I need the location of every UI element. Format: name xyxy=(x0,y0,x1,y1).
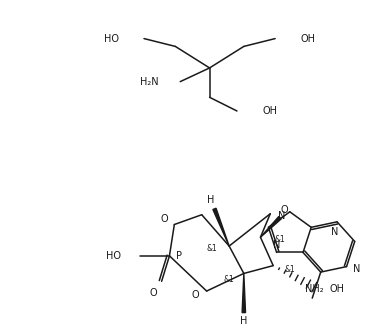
Text: OH: OH xyxy=(301,33,315,44)
Polygon shape xyxy=(242,274,245,313)
Text: &1: &1 xyxy=(274,235,285,244)
Text: OH: OH xyxy=(263,106,277,116)
Text: N: N xyxy=(278,211,286,221)
Text: &1: &1 xyxy=(223,275,234,284)
Text: N: N xyxy=(353,264,360,274)
Text: H: H xyxy=(240,317,247,326)
Text: &1: &1 xyxy=(207,243,217,253)
Polygon shape xyxy=(213,208,229,246)
Text: &1: &1 xyxy=(285,265,296,274)
Text: NH₂: NH₂ xyxy=(305,284,323,294)
Text: HO: HO xyxy=(104,33,119,44)
Text: H₂N: H₂N xyxy=(140,77,159,87)
Polygon shape xyxy=(260,216,281,237)
Text: HO: HO xyxy=(106,251,120,261)
Text: O: O xyxy=(150,288,158,298)
Text: H: H xyxy=(207,195,214,205)
Text: P: P xyxy=(176,251,182,261)
Text: N: N xyxy=(331,227,339,236)
Text: O: O xyxy=(161,214,168,224)
Text: N: N xyxy=(273,240,280,250)
Text: O: O xyxy=(191,290,199,300)
Text: OH: OH xyxy=(330,284,345,294)
Text: O: O xyxy=(280,205,288,215)
